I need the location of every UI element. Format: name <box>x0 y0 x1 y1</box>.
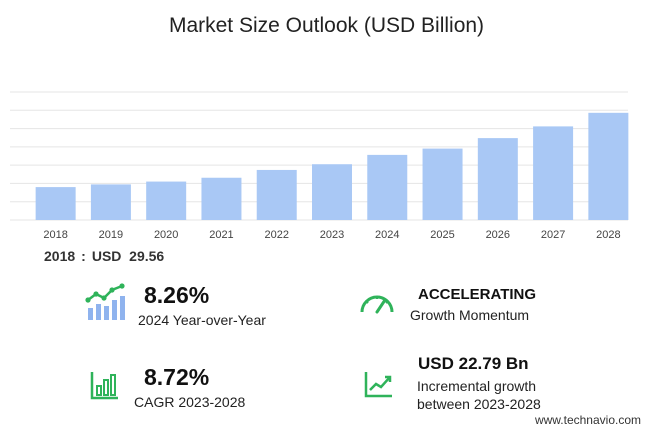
x-tick-2025: 2025 <box>430 229 454 241</box>
base-year: 2018 <box>44 248 76 264</box>
x-tick-2020: 2020 <box>154 229 178 241</box>
kpi-cagr: 8.72% CAGR 2023-2028 <box>84 362 324 414</box>
yoy-value: 8.26% <box>144 282 210 308</box>
cagr-label: CAGR 2023-2028 <box>134 394 246 410</box>
line-chart-icon <box>364 372 392 398</box>
bar-2022 <box>256 169 297 220</box>
bar-2027 <box>533 126 574 220</box>
speedometer-icon <box>360 295 394 314</box>
x-tick-2027: 2027 <box>541 229 565 241</box>
base-value: 29.56 <box>129 248 165 264</box>
bar-2026 <box>477 138 518 220</box>
momentum-value: ACCELERATING <box>418 286 537 303</box>
x-tick-2018: 2018 <box>43 229 67 241</box>
chart-title: Market Size Outlook (USD Billion) <box>168 14 485 37</box>
x-tick-2021: 2021 <box>209 229 233 241</box>
bar-2023 <box>312 164 352 220</box>
incremental-label-line1: Incremental growth <box>417 378 537 394</box>
watermark: www.technavio.com <box>534 413 641 427</box>
incremental-value: USD 22.79 Bn <box>418 354 529 373</box>
base-year-separator: : <box>81 248 86 264</box>
bar-2019 <box>90 184 131 220</box>
kpi-incremental: USD 22.79 Bn Incremental growth between … <box>360 352 600 416</box>
cagr-value: 8.72% <box>144 364 210 390</box>
bar-chart-icon <box>90 372 118 400</box>
bar-2024 <box>367 154 408 220</box>
bar-chart: 2018 2019 2020 2021 2022 2023 2024 2025 2026 2027… <box>10 91 629 241</box>
x-tick-2024: 2024 <box>375 229 399 241</box>
incremental-label-line2: between 2023-2028 <box>417 396 541 412</box>
x-tick-labels: 2018 2019 2020 2021 2022 2023 2024 2025 2026 2027… <box>43 229 620 241</box>
bar-growth-icon <box>85 283 125 320</box>
momentum-label: Growth Momentum <box>410 307 530 323</box>
base-currency: USD <box>91 248 122 264</box>
x-tick-2022: 2022 <box>264 229 288 241</box>
bar-2028 <box>588 112 629 220</box>
x-tick-2023: 2023 <box>320 229 344 241</box>
bar-2021 <box>201 177 242 220</box>
bar-2018 <box>35 187 76 220</box>
x-tick-2028: 2028 <box>596 229 620 241</box>
x-tick-2026: 2026 <box>486 229 510 241</box>
base-year-label: 2018: USD 29.56 <box>44 248 164 264</box>
bar-2020 <box>146 181 187 220</box>
x-tick-2019: 2019 <box>99 229 123 241</box>
yoy-label: 2024 Year-over-Year <box>138 312 266 328</box>
kpi-momentum: ACCELERATING Growth Momentum <box>358 284 578 330</box>
bars <box>35 112 629 220</box>
kpi-yoy: 8.26% 2024 Year-over-Year <box>84 280 324 330</box>
bar-2025 <box>422 148 463 220</box>
